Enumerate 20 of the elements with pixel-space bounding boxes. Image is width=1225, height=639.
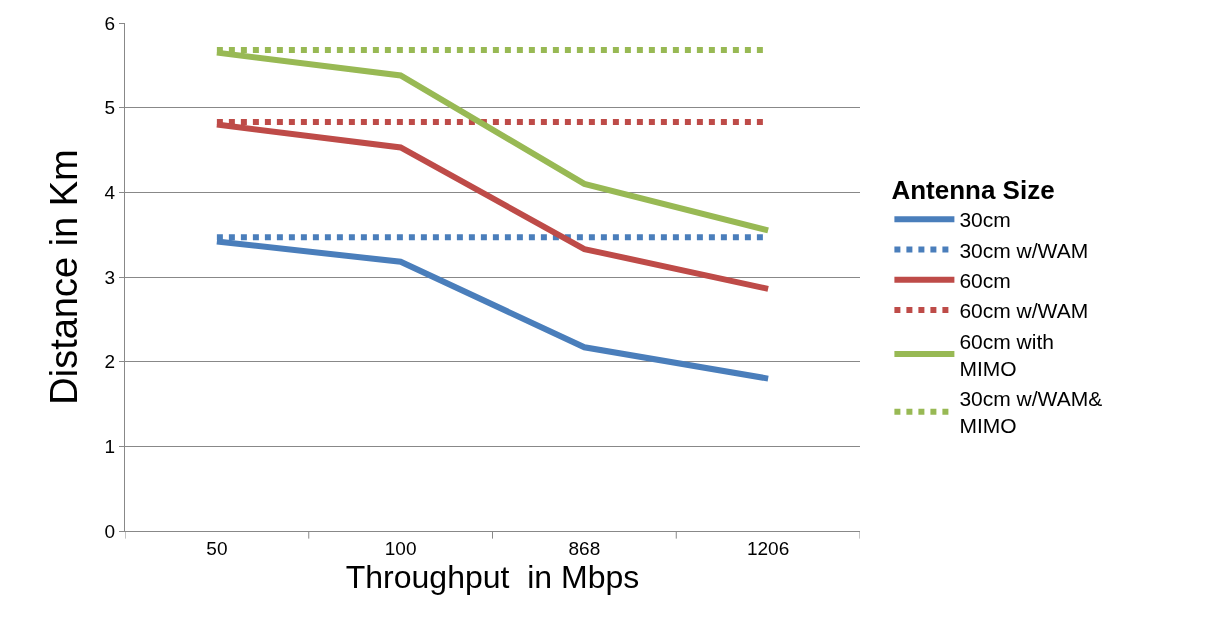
y-tick-label: 4	[104, 181, 116, 203]
legend-label: 30cm w/WAM& MIMO	[959, 387, 1103, 438]
y-tick-label: 1	[104, 435, 116, 457]
legend-label: 60cm with MIMO	[959, 329, 1054, 380]
x-axis-title: Throughput in Mbps	[345, 558, 640, 595]
x-tick-label: 1206	[746, 537, 790, 559]
legend-label: 60cm w/WAM	[959, 299, 1089, 323]
y-tick-label: 6	[104, 12, 116, 34]
y-tick-label: 5	[104, 97, 116, 119]
legend-title: Antenna Size	[891, 175, 1055, 206]
y-tick-label: 3	[104, 266, 116, 288]
legend-label: 30cm w/WAM	[959, 238, 1089, 262]
x-tick-label: 50	[206, 537, 228, 559]
x-tick-label: 100	[384, 537, 417, 559]
x-tick-label: 868	[568, 537, 601, 559]
legend-label: 30cm	[959, 208, 1011, 232]
y-tick-label: 2	[104, 351, 116, 373]
legend-label: 60cm	[959, 268, 1011, 292]
y-tick-label: 0	[104, 520, 116, 542]
y-axis-title: Distance in Km	[42, 149, 85, 405]
